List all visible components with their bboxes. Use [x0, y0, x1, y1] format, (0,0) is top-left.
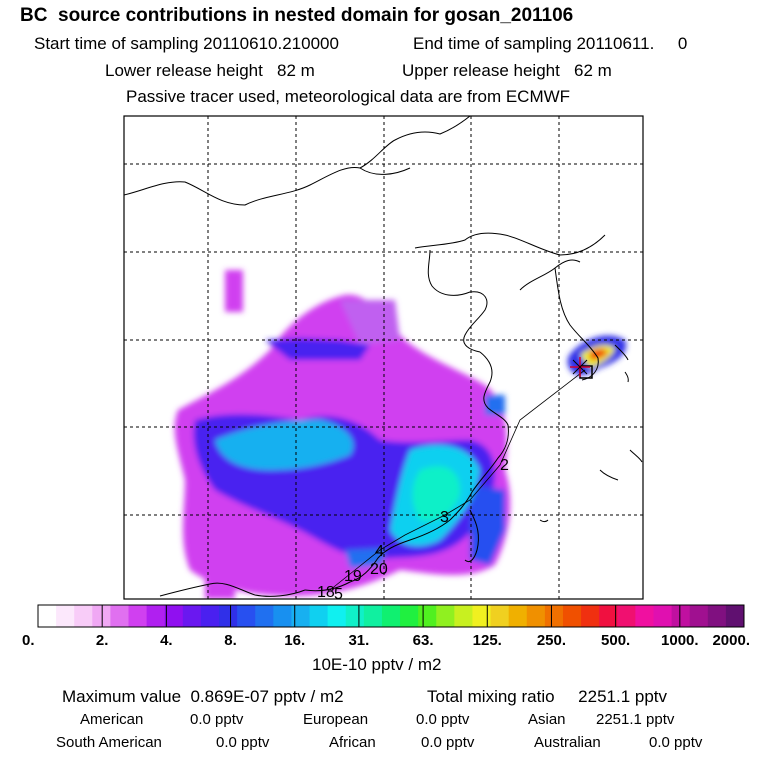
map-plot: 2 3 4 19 20 18 5 [123, 115, 644, 600]
max-value-label: Maximum value 0.869E-07 pptv / m2 [62, 687, 344, 706]
colorbar-swatch [707, 605, 727, 627]
colorbar-swatch [164, 605, 184, 627]
colorbar-swatch [128, 605, 148, 627]
colorbar-swatch [581, 605, 600, 627]
lower-height-label: Lower release height 82 m [105, 61, 315, 80]
total-mixing-label: Total mixing ratio 2251.1 pptv [427, 687, 668, 706]
colorbar-swatch [291, 605, 311, 627]
colorbar-swatch [327, 605, 347, 627]
colorbar-swatch [472, 605, 492, 627]
colorbar-swatch [74, 605, 93, 627]
colorbar-swatch [599, 605, 618, 627]
colorbar-tick-label: 4. [160, 632, 173, 649]
colorbar-swatch [92, 605, 111, 627]
day-marker: 3 [440, 509, 449, 526]
colorbar-swatch [381, 605, 401, 627]
end-time-label: End time of sampling 20110611. 0 [413, 34, 688, 53]
colorbar-swatch [436, 605, 455, 627]
colorbar-swatches [37, 604, 745, 628]
map-frame [123, 115, 644, 600]
colorbar-swatch [200, 605, 220, 627]
colorbar-tick-label: 8. [224, 632, 237, 649]
colorbar-swatch [38, 605, 57, 627]
colorbar-swatch [345, 605, 365, 627]
colorbar-swatch [635, 605, 654, 627]
colorbar-swatch [526, 605, 546, 627]
colorbar-labels: 0. 2. 4. 8. 16. 31. 63. 125. 250. 500. 1000. 2000. [22, 632, 750, 649]
day-marker: 20 [370, 561, 388, 578]
region-name: Asian [528, 711, 566, 728]
day-marker: 2 [500, 457, 509, 474]
colorbar-tick-label: 500. [601, 632, 630, 649]
colorbar-tick-label: 16. [284, 632, 305, 649]
colorbar-swatch [309, 605, 329, 627]
colorbar-swatch [671, 605, 691, 627]
region-name: American [80, 711, 144, 728]
region-value: 0.0 pptv [649, 734, 703, 751]
colorbar-swatch [490, 605, 510, 627]
trajectory-labels: 2 3 4 19 20 18 5 [317, 457, 509, 600]
colorbar-swatch [418, 605, 437, 627]
chart-title: BC source contributions in nested domain… [20, 5, 574, 26]
day-marker: 19 [344, 568, 362, 585]
colorbar-tick-label: 125. [473, 632, 502, 649]
colorbar-ticks [37, 605, 745, 627]
colorbar-swatch [182, 605, 202, 627]
colorbar-tick-label: 1000. [661, 632, 699, 649]
colorbar-tick-label: 250. [537, 632, 566, 649]
colorbar-swatch [562, 605, 582, 627]
colorbar-swatch [56, 605, 75, 627]
colorbar-swatch [110, 605, 130, 627]
region-name: African [329, 734, 376, 751]
region-value: 0.0 pptv [416, 711, 470, 728]
tracer-note: Passive tracer used, meteorological data… [126, 87, 571, 106]
colorbar-swatch [653, 605, 673, 627]
region-value: 0.0 pptv [216, 734, 270, 751]
colorbar-swatch [363, 605, 383, 627]
colorbar-swatch [544, 605, 564, 627]
colorbar-swatch [400, 605, 419, 627]
colorbar-tick-label: 2. [96, 632, 109, 649]
colorbar-swatch [255, 605, 274, 627]
grid-lines [124, 116, 643, 599]
colorbar-swatch [689, 605, 709, 627]
colorbar-tick-label: 31. [348, 632, 369, 649]
region-value: 0.0 pptv [421, 734, 475, 751]
colorbar: 0. 2. 4. 8. 16. 31. 63. 125. 250. 500. 1000. 2000. [22, 604, 750, 649]
day-marker: 4 [375, 543, 384, 560]
colorbar-swatch [508, 605, 528, 627]
region-name: Australian [534, 734, 601, 751]
concentration-field [174, 270, 627, 599]
colorbar-swatch [454, 605, 473, 627]
colorbar-swatch [146, 605, 166, 627]
receptor-marker [570, 357, 593, 379]
region-name: South American [56, 734, 162, 751]
start-time-label: Start time of sampling 20110610.210000 [34, 34, 339, 53]
upper-height-label: Upper release height 62 m [402, 61, 612, 80]
colorbar-swatch [273, 605, 292, 627]
region-value: 2251.1 pptv [596, 711, 675, 728]
region-value: 0.0 pptv [190, 711, 244, 728]
colorbar-tick-label: 2000. [712, 632, 750, 649]
colorbar-swatch [237, 605, 256, 627]
colorbar-swatch [617, 605, 636, 627]
colorbar-swatch [725, 605, 745, 627]
coastlines [124, 116, 643, 597]
region-name: European [303, 711, 369, 728]
trajectory-path [329, 369, 586, 591]
day-marker: 18 [317, 584, 335, 600]
colorbar-swatch [219, 605, 238, 627]
day-marker: 5 [334, 586, 343, 600]
colorbar-tick-label: 63. [413, 632, 434, 649]
colorbar-units: 10E-10 pptv / m2 [312, 655, 442, 674]
colorbar-tick-label: 0. [22, 632, 35, 649]
